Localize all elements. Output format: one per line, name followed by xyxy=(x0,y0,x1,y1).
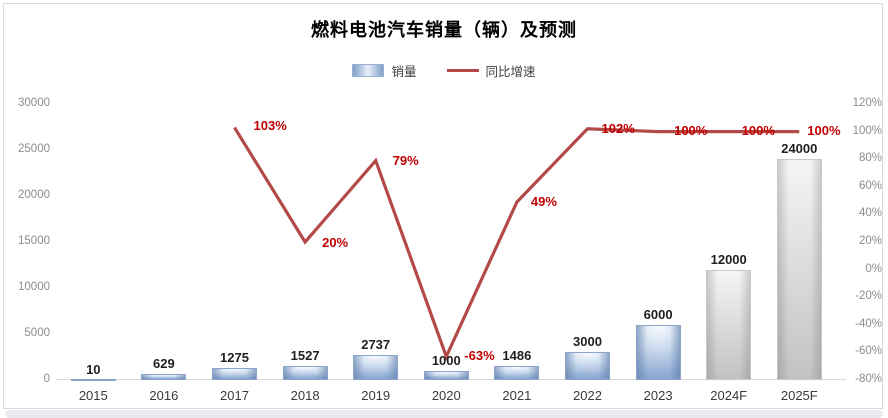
x-axis-label: 2022 xyxy=(573,388,602,403)
growth-value-label: 79% xyxy=(392,152,419,168)
x-axis-label: 2017 xyxy=(220,388,249,403)
growth-value-label: -63% xyxy=(464,347,495,363)
left-axis-tick: 0 xyxy=(43,373,50,385)
right-axis-tick: 60% xyxy=(858,179,882,192)
bar-2018 xyxy=(282,365,328,380)
right-axis-tick: 40% xyxy=(858,207,882,220)
right-axis-tick: -80% xyxy=(855,373,882,385)
growth-value-label: 102% xyxy=(601,120,635,136)
bar-value-label: 12000 xyxy=(710,251,747,267)
bar-value-label: 10 xyxy=(86,361,101,377)
x-axis-label: 2021 xyxy=(502,388,532,403)
chart-title: 燃料电池汽车销量（辆）及预测 xyxy=(311,20,577,40)
bar-value-label: 629 xyxy=(153,356,175,372)
x-axis-label: 2025F xyxy=(780,388,818,403)
right-axis-tick: -60% xyxy=(855,345,882,358)
legend: 销量 同比增速 xyxy=(0,61,888,80)
x-axis-label: 2015 xyxy=(78,388,108,403)
left-axis-tick: 5000 xyxy=(24,327,50,339)
chart-border xyxy=(3,3,883,409)
x-axis-label: 2023 xyxy=(643,388,673,403)
x-axis-label: 2024F xyxy=(710,388,748,403)
bar-2021 xyxy=(494,366,540,380)
growth-value-label: 100% xyxy=(741,122,775,138)
x-axis-label: 2018 xyxy=(290,388,320,403)
bar-2019 xyxy=(353,354,399,380)
right-axis-tick: -20% xyxy=(855,290,882,303)
growth-value-label: 100% xyxy=(807,122,841,138)
legend-line-label: 同比增速 xyxy=(485,65,536,79)
growth-value-label: 49% xyxy=(530,193,557,209)
x-axis-label: 2020 xyxy=(431,388,461,403)
right-axis-tick: 100% xyxy=(852,124,882,137)
right-axis-tick: 80% xyxy=(858,152,882,165)
right-axis-tick: 0% xyxy=(865,262,882,275)
bar-2015 xyxy=(70,379,116,381)
bar-2020 xyxy=(423,370,469,380)
bottom-strip xyxy=(5,410,883,418)
growth-value-label: 20% xyxy=(322,235,349,250)
bar-swatch-icon xyxy=(352,64,385,77)
right-axis-tick: 20% xyxy=(858,235,882,247)
right-axis-tick: 120% xyxy=(852,97,882,109)
bar-value-label: 3000 xyxy=(573,334,602,350)
legend-item-sales: 销量 xyxy=(352,61,417,80)
bar-value-label: 24000 xyxy=(781,141,818,157)
right-axis-tick: -40% xyxy=(855,317,882,330)
left-axis-tick: 20000 xyxy=(18,189,50,201)
x-axis-label: 2016 xyxy=(149,388,179,403)
bar-2017 xyxy=(212,368,257,380)
bar-value-label: 6000 xyxy=(643,306,673,322)
bar-value-label: 1527 xyxy=(290,347,320,363)
left-axis-tick: 15000 xyxy=(18,235,50,247)
bar-2023 xyxy=(635,324,681,380)
x-axis-label: 2019 xyxy=(361,388,391,403)
legend-bar-label: 销量 xyxy=(391,65,417,79)
bar-2024F xyxy=(706,269,752,380)
growth-value-label: 103% xyxy=(253,118,287,134)
bar-2016 xyxy=(141,374,187,380)
left-axis-tick: 30000 xyxy=(18,97,50,109)
line-swatch-icon xyxy=(446,69,479,72)
legend-item-growth: 同比增速 xyxy=(446,61,536,80)
bar-value-label: 2737 xyxy=(361,336,391,352)
left-axis-tick: 10000 xyxy=(18,281,50,293)
bar-value-label: 1275 xyxy=(220,350,249,366)
bar-2022 xyxy=(565,352,610,380)
growth-value-label: 100% xyxy=(674,122,708,138)
bar-2025F xyxy=(776,159,822,380)
left-axis-tick: 25000 xyxy=(18,143,50,155)
